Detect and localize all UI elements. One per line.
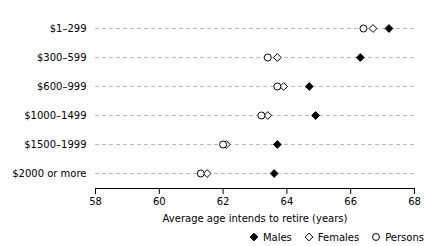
svg-text:68: 68 — [408, 196, 421, 207]
svg-text:$2000 or more: $2000 or more — [12, 168, 86, 179]
svg-text:$1500–1999: $1500–1999 — [24, 139, 86, 150]
svg-text:66: 66 — [344, 196, 357, 207]
svg-text:Average age intends to retire: Average age intends to retire (years) — [163, 213, 348, 224]
html-text:Persons: Persons — [385, 231, 424, 243]
html-text:Males: Males — [262, 231, 292, 243]
svg-text:$600–999: $600–999 — [37, 81, 87, 92]
svg-text:62: 62 — [217, 196, 230, 207]
html-text:Females: Females — [317, 231, 360, 243]
svg-text:58: 58 — [89, 196, 102, 207]
svg-text:$300–599: $300–599 — [37, 52, 87, 63]
svg-text:60: 60 — [153, 196, 166, 207]
svg-text:$1000–1499: $1000–1499 — [24, 110, 86, 121]
svg-text:64: 64 — [281, 196, 294, 207]
svg-text:$1–299: $1–299 — [50, 23, 87, 34]
